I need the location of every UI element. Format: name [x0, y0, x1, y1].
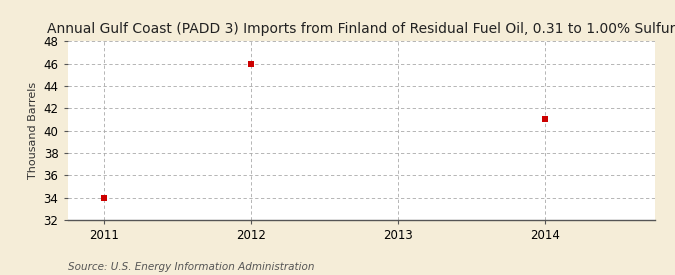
Text: Source: U.S. Energy Information Administration: Source: U.S. Energy Information Administ…: [68, 262, 314, 271]
Title: Annual Gulf Coast (PADD 3) Imports from Finland of Residual Fuel Oil, 0.31 to 1.: Annual Gulf Coast (PADD 3) Imports from …: [47, 22, 675, 36]
Y-axis label: Thousand Barrels: Thousand Barrels: [28, 82, 38, 179]
